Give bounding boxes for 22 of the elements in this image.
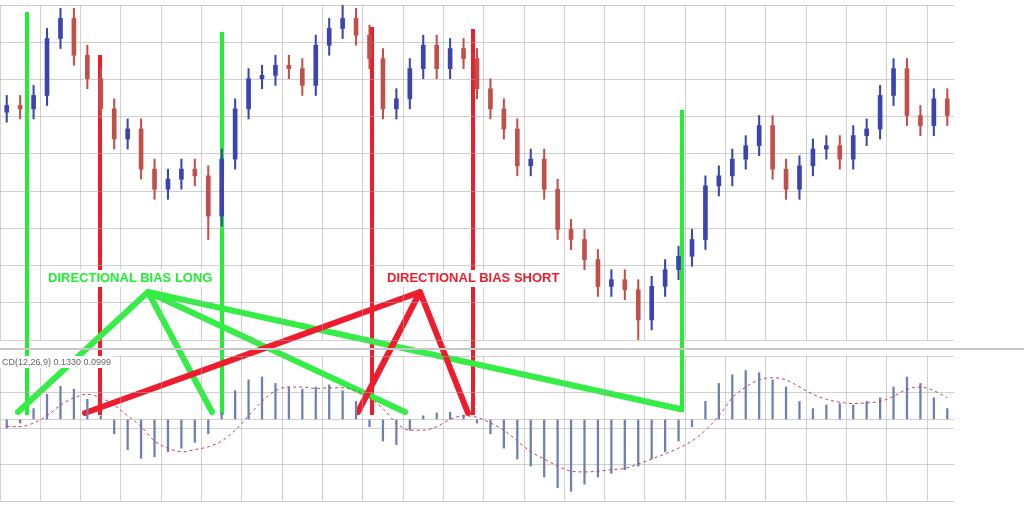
- bar: [892, 386, 895, 420]
- bar: [395, 419, 398, 445]
- bar: [771, 379, 774, 420]
- bar: [247, 379, 250, 420]
- bar: [32, 408, 35, 420]
- bar: [59, 385, 62, 420]
- bar: [704, 401, 707, 420]
- bar: [583, 419, 586, 485]
- bar: [368, 419, 371, 427]
- bar: [153, 419, 156, 458]
- bar: [99, 415, 102, 420]
- bar: [556, 419, 559, 489]
- bar: [489, 419, 492, 435]
- bar: [677, 419, 680, 442]
- annotation: DIRECTIONAL BIAS SHORT: [387, 270, 560, 286]
- bar: [422, 415, 425, 420]
- annotation: DIRECTIONAL BIAS LONG: [48, 270, 213, 286]
- bar: [919, 383, 922, 420]
- bar: [274, 383, 277, 420]
- bar: [798, 401, 801, 420]
- bar: [180, 419, 183, 449]
- text: CD(12,26,9) 0.1330 0.0999: [2, 356, 112, 367]
